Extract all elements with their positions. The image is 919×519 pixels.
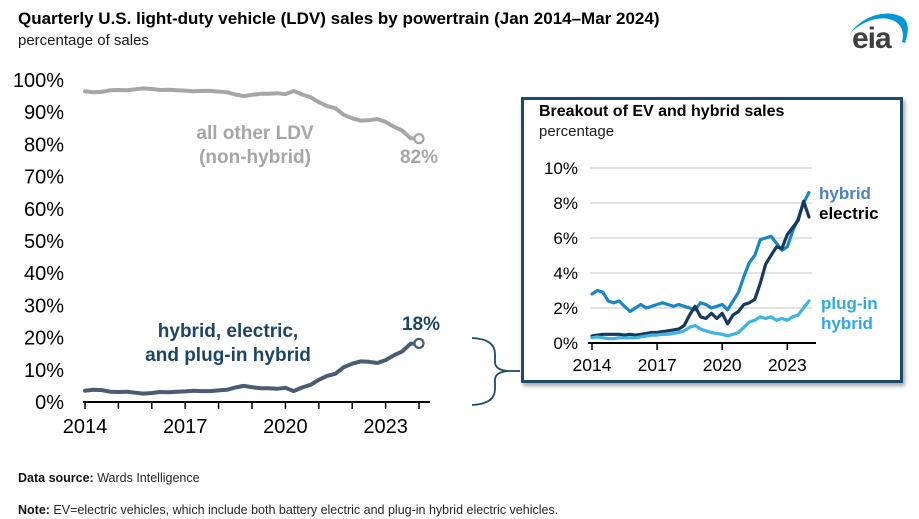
main-end-marker-hybrid-electric-plugin — [413, 337, 425, 349]
main-x-tick-label: 2017 — [163, 416, 208, 438]
inset-subtitle: percentage — [539, 123, 615, 140]
inset-title: Breakout of EV and hybrid sales — [539, 103, 785, 120]
source-label: Data source: — [18, 471, 94, 485]
inset-y-tick-label: 10% — [544, 159, 578, 178]
main-line-all-other-ldv — [83, 86, 421, 141]
inset-y-tick-label: 0% — [553, 334, 578, 353]
main-y-tick-label: 70% — [24, 167, 64, 189]
main-y-tick-label: 60% — [24, 199, 64, 221]
note-text: EV=electric vehicles, which include both… — [49, 503, 559, 517]
footer-notes: Data source: Wards Intelligence Note: EV… — [18, 470, 558, 518]
inset-y-tick-label: 2% — [553, 299, 578, 318]
main-y-tick-label: 10% — [24, 360, 64, 382]
inset-x-tick-label: 2020 — [703, 355, 742, 375]
main-y-tick-label: 50% — [24, 231, 64, 253]
inset-y-tick-label: 4% — [553, 264, 578, 283]
inset-y-tick-label: 8% — [553, 194, 578, 213]
main-x-tick-label: 2023 — [363, 416, 408, 438]
series-label-plug-in-hybrid: plug-in hybrid — [821, 294, 878, 333]
page-subtitle: percentage of sales — [18, 32, 149, 49]
series-label-hybrid-electric-plugin: hybrid, electric, and plug-in hybrid — [145, 321, 311, 366]
main-y-tick-label: 80% — [24, 134, 64, 156]
inset-x-tick-label: 2023 — [768, 355, 807, 375]
main-y-tick-label: 30% — [24, 295, 64, 317]
eia-logo-swoosh-icon — [850, 13, 908, 43]
series-label-hybrid: hybrid — [819, 184, 871, 203]
series-label-electric: electric — [819, 204, 879, 223]
eia-logo — [846, 8, 914, 58]
inset-x-tick-label: 2014 — [573, 355, 612, 375]
main-chart: 0% 10% 20% 30% 40% 50% 60% 70% 80% 90% 100% 2014 201… — [13, 70, 430, 438]
main-x-tick-label: 2014 — [63, 416, 108, 438]
series-label-all-other-ldv: all other LDV (non-hybrid) — [196, 123, 314, 168]
main-y-tick-label: 90% — [24, 102, 64, 124]
brace-connector — [471, 337, 520, 406]
inset-x-tick-label: 2017 — [638, 355, 677, 375]
main-y-tick-label: 20% — [24, 328, 64, 350]
inset-panel — [521, 97, 903, 383]
main-y-tick-label: 100% — [13, 70, 64, 92]
inset-line-plug-in-hybrid — [590, 299, 811, 341]
inset-line-electric — [590, 199, 811, 338]
main-end-marker-all-other-ldv — [413, 133, 425, 145]
eia-logo-text: eia — [852, 22, 892, 55]
main-x-tick-label: 2020 — [263, 416, 308, 438]
main-line-hybrid-electric-plugin — [83, 341, 421, 396]
inset-y-tick-label: 6% — [553, 229, 578, 248]
inset-line-hybrid — [590, 190, 811, 314]
main-y-tick-label: 0% — [35, 392, 64, 414]
main-y-tick-label: 40% — [24, 263, 64, 285]
end-value-all-other-ldv: 82% — [399, 147, 439, 168]
inset-chart: 0% 2% 4% 6% 8% 10% 2014 2017 2020 2023 — [544, 159, 816, 375]
end-value-hybrid-electric-plugin: 18% — [401, 314, 441, 335]
page-title: Quarterly U.S. light-duty vehicle (LDV) … — [18, 9, 660, 28]
note-label: Note: — [18, 503, 50, 517]
source-text: Wards Intelligence — [93, 471, 200, 485]
